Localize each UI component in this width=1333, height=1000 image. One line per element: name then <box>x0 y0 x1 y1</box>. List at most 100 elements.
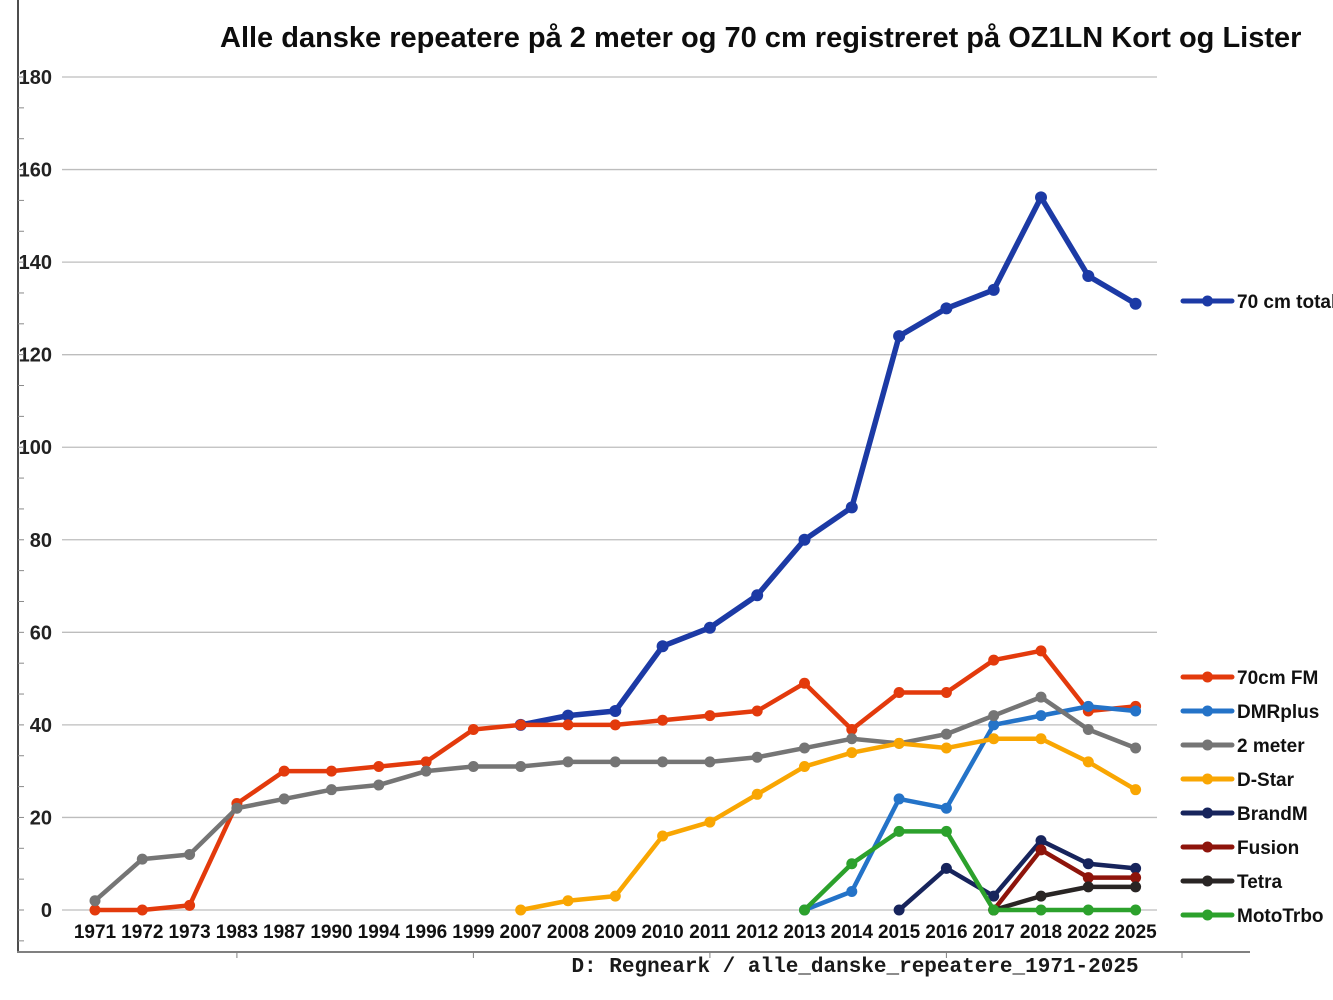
legend-item-70-cm-total-label: 70 cm total <box>1237 292 1333 313</box>
data-point-mototrbo <box>988 904 1000 916</box>
data-point-2-meter <box>1082 724 1094 736</box>
data-point-brandm <box>940 862 952 874</box>
series-line-fusion <box>991 847 1138 913</box>
data-point-dmrplus <box>988 719 1000 731</box>
legend-item-tetra-label: Tetra <box>1237 872 1282 893</box>
data-point-fusion <box>1130 872 1142 884</box>
data-point-2-meter <box>609 756 621 768</box>
x-axis-label-1996: 1996 <box>405 922 447 943</box>
data-point-70cm-fm <box>799 677 810 689</box>
data-point-70cm-fm <box>515 719 527 731</box>
data-point-70-cm-total <box>562 709 574 722</box>
x-axis-label-2022: 2022 <box>1067 922 1109 943</box>
data-point-70-cm-total <box>845 501 858 514</box>
x-axis-label-2012: 2012 <box>736 922 778 943</box>
x-axis-label-2025: 2025 <box>1114 922 1157 943</box>
legend-item-70cm-fm-label: 70cm FM <box>1237 668 1318 689</box>
data-point-brandm <box>1035 835 1047 847</box>
series-line-70cm-fm <box>92 648 1138 913</box>
data-point-brandm <box>1130 862 1142 874</box>
x-axis-label-2016: 2016 <box>925 922 967 943</box>
data-point-70cm-fm <box>988 654 1000 666</box>
data-point-2-meter <box>373 779 385 791</box>
legend-item-2-meter-label: 2 meter <box>1237 736 1305 757</box>
legend-item-mototrbo-label: MotoTrbo <box>1237 906 1324 927</box>
data-point-70cm-fm <box>940 686 952 698</box>
data-point-d-star <box>751 788 763 800</box>
x-axis-label-1999: 1999 <box>452 922 494 943</box>
chart-footer: D: Regneark / alle_danske_repeatere_1971… <box>571 956 1139 979</box>
data-point-d-star <box>893 737 905 749</box>
data-point-70cm-fm <box>609 719 621 731</box>
data-point-d-star <box>562 895 574 907</box>
data-point-70-cm-total <box>940 302 953 315</box>
legend-item-70-cm-total-marker <box>1202 295 1213 307</box>
legend-item-dmrplus-label: DMRplus <box>1237 702 1319 723</box>
data-point-2-meter <box>326 784 337 796</box>
x-axis-label-1972: 1972 <box>121 922 163 943</box>
data-point-mototrbo <box>1130 904 1142 916</box>
data-point-70-cm-total <box>703 621 716 634</box>
data-point-d-star <box>657 830 669 842</box>
data-point-d-star <box>1035 733 1047 745</box>
data-point-d-star <box>1082 756 1094 768</box>
series-line-brandm <box>896 838 1138 913</box>
data-point-2-meter <box>184 848 196 860</box>
data-point-70-cm-total <box>656 640 669 653</box>
x-axis-label-2013: 2013 <box>783 922 825 943</box>
series-line-tetra <box>991 884 1138 913</box>
x-axis-label-1983: 1983 <box>216 922 258 943</box>
data-point-tetra <box>1035 890 1047 902</box>
data-point-70-cm-total <box>987 283 1000 296</box>
data-point-70-cm-total <box>1082 269 1095 282</box>
data-point-2-meter <box>562 756 574 768</box>
data-point-2-meter <box>704 756 716 768</box>
data-point-2-meter <box>751 751 763 763</box>
data-point-2-meter <box>799 742 810 754</box>
legend-item-mototrbo-marker <box>1202 909 1213 921</box>
x-axis-label-1987: 1987 <box>263 922 305 943</box>
x-axis-label-2015: 2015 <box>878 922 921 943</box>
x-axis-label-1971: 1971 <box>74 922 117 943</box>
data-point-70-cm-total <box>609 705 622 718</box>
data-point-70cm-fm <box>467 724 479 736</box>
data-point-dmrplus <box>1035 710 1047 722</box>
y-axis-label-60: 60 <box>30 622 52 644</box>
data-point-d-star <box>846 747 858 759</box>
data-point-dmrplus <box>893 793 905 805</box>
data-point-70-cm-total <box>1129 297 1142 310</box>
series-line-d-star <box>518 736 1138 913</box>
data-point-70cm-fm <box>846 724 858 736</box>
data-point-70cm-fm <box>420 756 432 768</box>
data-point-70-cm-total <box>798 533 811 546</box>
series-line-mototrbo <box>802 829 1138 913</box>
x-axis-label-1994: 1994 <box>358 922 401 943</box>
data-point-2-meter <box>657 756 669 768</box>
y-axis-label-20: 20 <box>30 807 52 829</box>
legend-item-d-star-label: D-Star <box>1237 770 1295 791</box>
x-axis-label-1973: 1973 <box>168 922 210 943</box>
data-point-70cm-fm <box>657 714 669 726</box>
data-point-70cm-fm <box>373 761 385 773</box>
data-point-mototrbo <box>846 858 858 870</box>
data-point-mototrbo <box>1082 904 1094 916</box>
data-point-2-meter <box>136 853 148 865</box>
data-point-2-meter <box>89 895 101 907</box>
x-axis-label-1990: 1990 <box>310 922 352 943</box>
series-line-dmrplus <box>802 704 1138 913</box>
data-point-dmrplus <box>1082 700 1094 712</box>
data-point-tetra <box>1082 881 1094 893</box>
data-point-brandm <box>988 890 1000 902</box>
data-point-d-star <box>515 904 527 916</box>
data-point-d-star <box>1130 784 1142 796</box>
y-axis-label-160: 160 <box>19 160 52 182</box>
data-point-70cm-fm <box>89 904 101 916</box>
legend-item-fusion-marker <box>1202 841 1213 853</box>
legend-item-2-meter-marker <box>1202 739 1213 751</box>
data-point-brandm <box>893 904 905 916</box>
data-point-70cm-fm <box>562 719 574 731</box>
data-point-d-star <box>988 733 1000 745</box>
data-point-2-meter <box>420 765 432 777</box>
x-axis-label-2008: 2008 <box>547 922 589 943</box>
